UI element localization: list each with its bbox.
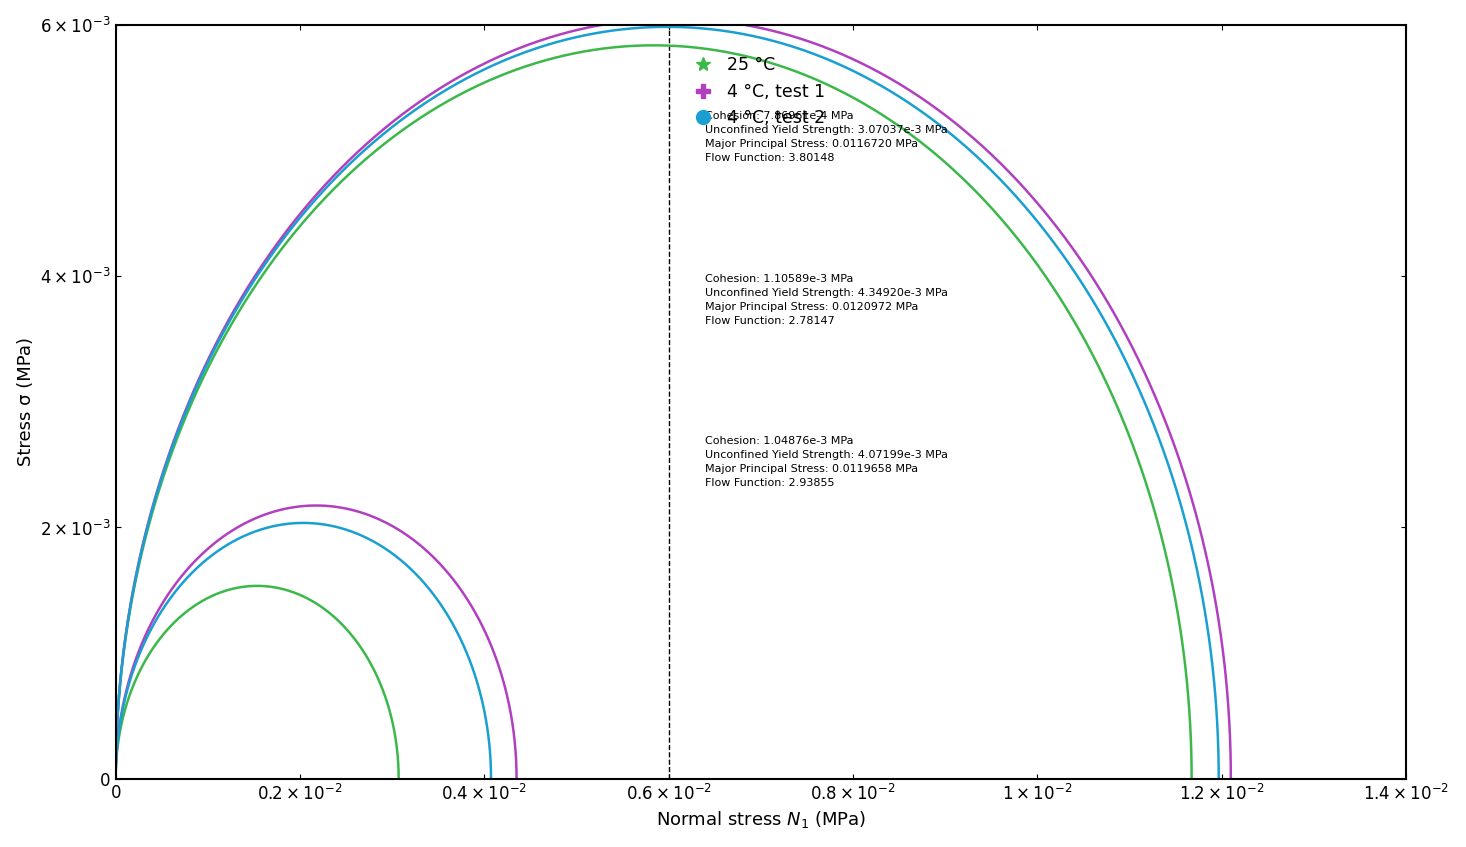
Text: Cohesion: 1.04876e-3 MPa
Unconfined Yield Strength: 4.07199e-3 MPa
Major Princip: Cohesion: 1.04876e-3 MPa Unconfined Yiel… — [705, 435, 949, 488]
X-axis label: Normal stress $N_1$ (MPa): Normal stress $N_1$ (MPa) — [655, 810, 866, 830]
Text: Cohesion: 1.10589e-3 MPa
Unconfined Yield Strength: 4.34920e-3 MPa
Major Princip: Cohesion: 1.10589e-3 MPa Unconfined Yiel… — [705, 274, 949, 325]
Y-axis label: Stress σ (MPa): Stress σ (MPa) — [16, 337, 35, 466]
Legend: 25 °C, 4 °C, test 1, 4 °C, test 2: 25 °C, 4 °C, test 1, 4 °C, test 2 — [686, 56, 825, 127]
Text: Cohesion: 7.86961e-4 MPa
Unconfined Yield Strength: 3.07037e-3 MPa
Major Princip: Cohesion: 7.86961e-4 MPa Unconfined Yiel… — [705, 112, 949, 163]
